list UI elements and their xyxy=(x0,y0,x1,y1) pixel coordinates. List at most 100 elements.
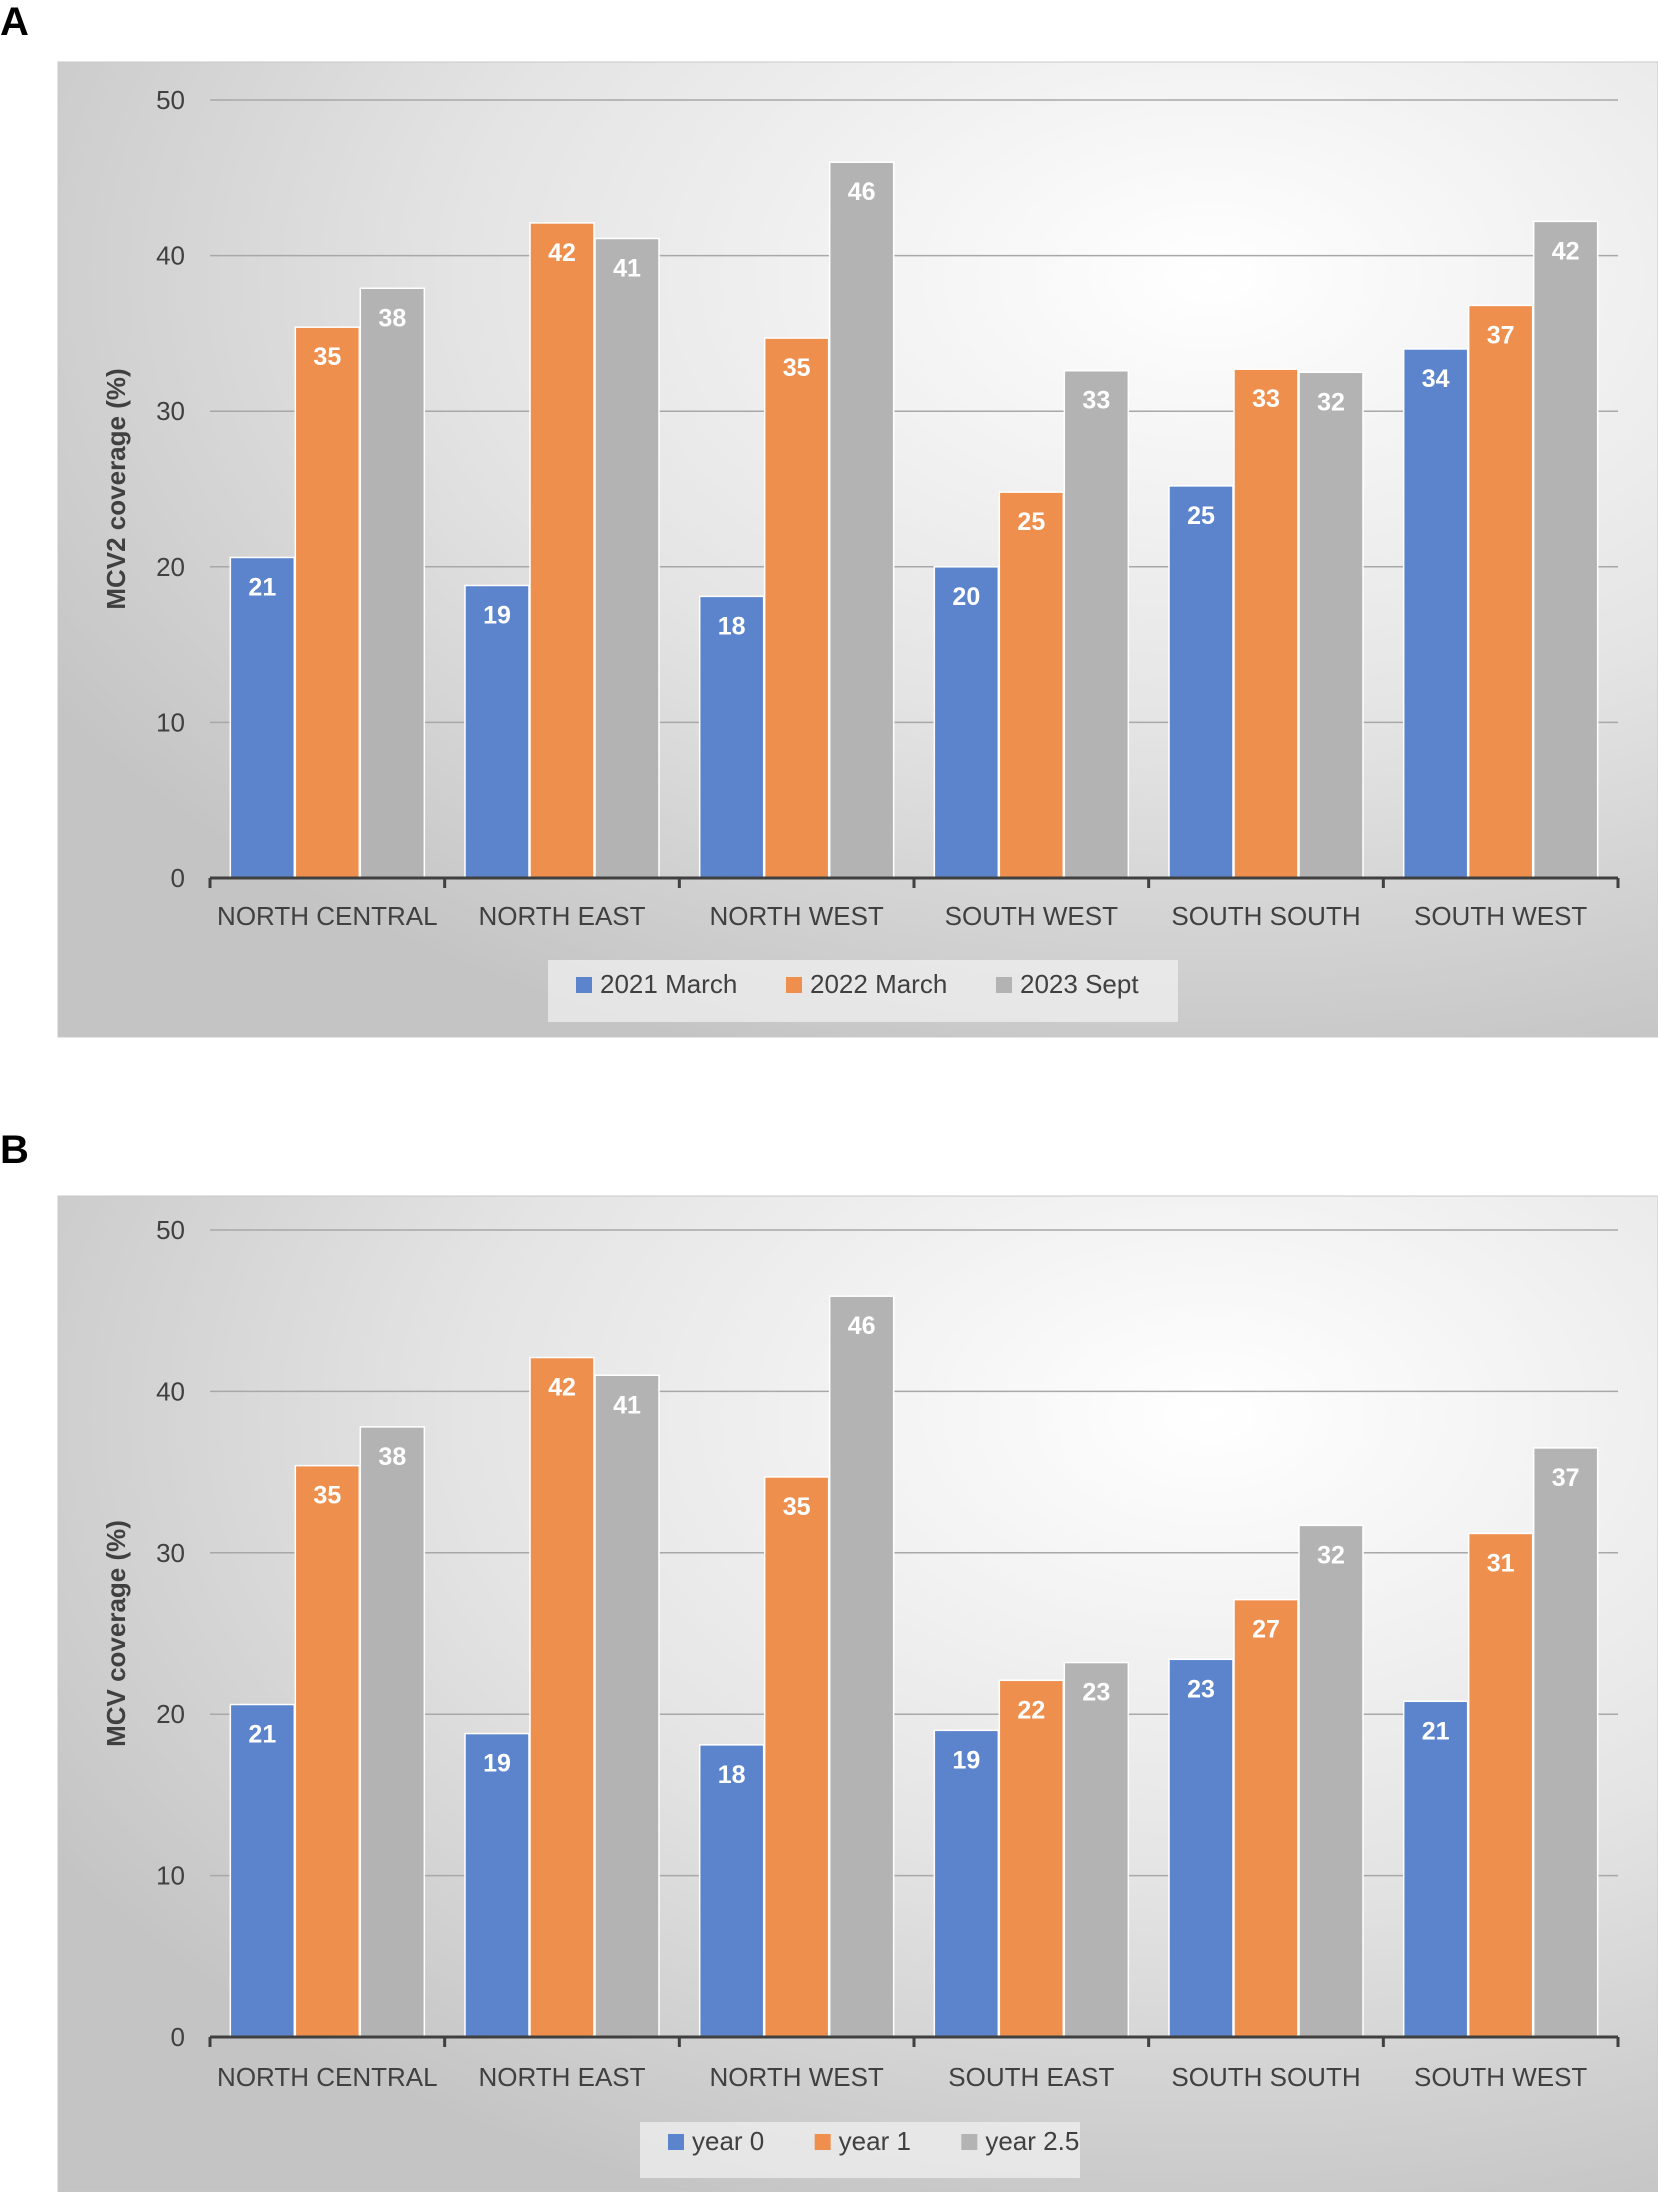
chart-b-legend-swatch xyxy=(814,2134,831,2150)
chart-a-data-label: 38 xyxy=(378,304,406,332)
chart-b-bar[interactable] xyxy=(229,1703,296,2038)
chart-a-category-label: NORTH WEST xyxy=(710,901,884,931)
chart-a-bar[interactable] xyxy=(529,222,595,879)
chart-b-bar[interactable] xyxy=(464,1732,530,2038)
chart-b-bar[interactable] xyxy=(1298,1524,1364,2038)
chart-b-data-label: 35 xyxy=(313,1482,341,1510)
chart-b-y-tick-label: 10 xyxy=(156,1861,185,1891)
chart-b-legend-label: year 2.5 xyxy=(985,2126,1079,2156)
chart-b-y-tick-label: 0 xyxy=(171,2022,185,2052)
chart-b-category-label: NORTH EAST xyxy=(478,2062,645,2092)
chart-a-legend-label: 2021 March xyxy=(600,969,737,999)
chart-b-bar[interactable] xyxy=(294,1464,361,2038)
chart-a-data-label: 21 xyxy=(248,573,276,601)
chart-a-data-label: 42 xyxy=(1552,237,1580,265)
chart-b-bar[interactable] xyxy=(1467,1532,1534,2038)
chart-a-category-label: NORTH EAST xyxy=(478,901,645,931)
chart-a-y-axis-label: MCV2 coverage (%) xyxy=(101,368,131,609)
chart-a-y-tick-label: 40 xyxy=(156,241,185,271)
chart-a-data-label: 37 xyxy=(1487,321,1515,349)
chart-a-data-label: 35 xyxy=(783,354,811,382)
chart-b-bar[interactable] xyxy=(828,1295,895,2038)
chart-a-category-label: NORTH CENTRAL xyxy=(217,901,438,931)
chart-a-bar[interactable] xyxy=(294,326,361,879)
chart-a-data-label: 25 xyxy=(1187,502,1215,530)
chart-a-bar[interactable] xyxy=(1532,220,1599,879)
chart-b-data-label: 19 xyxy=(483,1750,511,1778)
chart-a-y-tick-label: 30 xyxy=(156,396,185,426)
chart-b-category-label: NORTH CENTRAL xyxy=(217,2062,438,2092)
chart-b-legend-swatch xyxy=(961,2134,978,2150)
chart-b-bar[interactable] xyxy=(529,1356,595,2038)
chart-b-legend-swatch xyxy=(668,2134,684,2150)
chart-b-bar[interactable] xyxy=(698,1744,765,2038)
chart-b-bar[interactable] xyxy=(933,1729,1000,2038)
chart-b-bar[interactable] xyxy=(1532,1447,1599,2038)
chart-a-y-tick-label: 0 xyxy=(171,863,185,893)
chart-b-bar[interactable] xyxy=(359,1426,426,2038)
chart-b-y-tick-label: 40 xyxy=(156,1376,185,1406)
chart-a-legend-label: 2022 March xyxy=(810,969,947,999)
chart-b-data-label: 27 xyxy=(1252,1616,1280,1644)
chart-b-category-label: SOUTH SOUTH xyxy=(1171,2062,1360,2092)
chart-a-bar[interactable] xyxy=(594,237,660,879)
chart-a-bar[interactable] xyxy=(698,595,765,879)
chart-a-category-label: SOUTH WEST xyxy=(1414,901,1587,931)
chart-a-bar[interactable] xyxy=(1402,348,1469,879)
chart-a-y-tick-label: 20 xyxy=(156,552,185,582)
chart-b-svg: 0 10 20 30 40 50 MCV coverage (%) 21 35 38 NORTH C… xyxy=(57,1195,1658,2193)
chart-b-legend-bg xyxy=(640,2122,1080,2178)
chart-a-bar[interactable] xyxy=(828,161,895,879)
chart-a-bar[interactable] xyxy=(933,566,1000,879)
chart-a-bar[interactable] xyxy=(1233,368,1299,879)
chart-a-bar[interactable] xyxy=(1467,304,1534,879)
chart-b-data-label: 38 xyxy=(378,1443,406,1471)
chart-a-data-label: 33 xyxy=(1252,385,1280,413)
chart-b-bar[interactable] xyxy=(763,1476,830,2038)
chart-a-data-label: 19 xyxy=(483,601,511,629)
chart-a-data-label: 42 xyxy=(548,239,576,267)
chart-b-data-label: 23 xyxy=(1187,1675,1215,1703)
chart-a-bar[interactable] xyxy=(998,491,1065,879)
chart-b-bar[interactable] xyxy=(1233,1598,1299,2038)
chart-a-legend-bg xyxy=(548,960,1178,1022)
chart-a-bar[interactable] xyxy=(763,337,830,879)
chart-b-bar[interactable] xyxy=(1402,1700,1469,2038)
chart-a-category-label: SOUTH SOUTH xyxy=(1171,901,1360,931)
chart-a-bar[interactable] xyxy=(1168,485,1234,879)
chart-b-data-label: 21 xyxy=(1422,1717,1450,1745)
chart-a-category-label: SOUTH WEST xyxy=(945,901,1118,931)
chart-b-data-label: 42 xyxy=(548,1374,576,1402)
chart-b-y-tick-label: 30 xyxy=(156,1538,185,1568)
chart-a-data-label: 34 xyxy=(1422,365,1450,393)
chart-b-bar[interactable] xyxy=(1063,1661,1130,2038)
chart-b-data-label: 21 xyxy=(248,1721,276,1749)
chart-b: 0 10 20 30 40 50 MCV coverage (%) 21 35 38 NORTH C… xyxy=(0,1128,1658,2197)
chart-b-bar[interactable] xyxy=(594,1374,660,2038)
chart-b-data-label: 31 xyxy=(1487,1549,1515,1577)
chart-a-bar[interactable] xyxy=(1298,371,1364,879)
chart-a-legend-label: 2023 Sept xyxy=(1020,969,1139,999)
chart-b-bar[interactable] xyxy=(998,1679,1065,2038)
chart-b-data-label: 19 xyxy=(952,1746,980,1774)
chart-a-bar[interactable] xyxy=(229,556,296,879)
chart-a-data-label: 32 xyxy=(1317,388,1345,416)
chart-a-bar[interactable] xyxy=(359,287,426,879)
chart-a-data-label: 46 xyxy=(848,178,876,206)
chart-b-bar[interactable] xyxy=(1168,1658,1234,2038)
chart-b-y-tick-label: 50 xyxy=(156,1215,185,1245)
chart-a-data-label: 25 xyxy=(1017,508,1045,536)
chart-a-data-label: 20 xyxy=(952,583,980,611)
chart-b-data-label: 32 xyxy=(1317,1541,1345,1569)
chart-b-data-label: 37 xyxy=(1552,1464,1580,1492)
chart-b-y-axis-label: MCV coverage (%) xyxy=(101,1520,131,1747)
chart-a-bar[interactable] xyxy=(1063,369,1130,879)
chart-a-svg: 0 10 20 30 40 50 MCV2 coverage (%) 21 35 38 NORTH … xyxy=(57,61,1658,1038)
chart-a-bar[interactable] xyxy=(464,584,530,879)
chart-a-y-tick-label: 10 xyxy=(156,707,185,737)
chart-b-legend-label: year 1 xyxy=(839,2126,911,2156)
chart-a: 0 10 20 30 40 50 MCV2 coverage (%) 21 35 38 NORTH … xyxy=(0,0,1658,1045)
chart-b-category-label: SOUTH WEST xyxy=(1414,2062,1587,2092)
chart-a-legend-swatch xyxy=(576,977,592,993)
chart-b-legend-label: year 0 xyxy=(692,2126,764,2156)
